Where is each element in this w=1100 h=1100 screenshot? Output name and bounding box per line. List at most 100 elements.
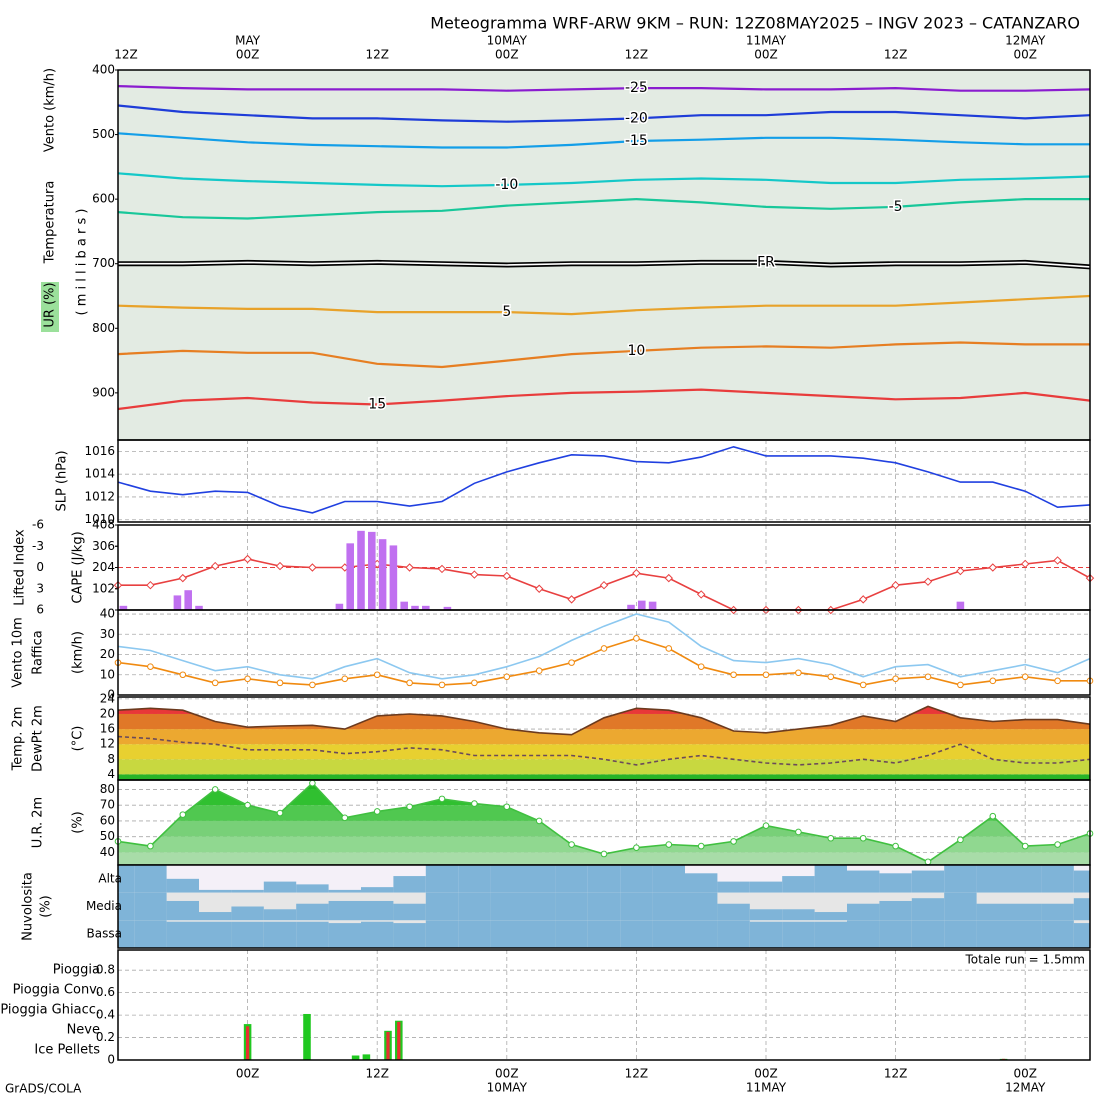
precip-bar: [397, 1021, 401, 1060]
marker: [211, 786, 219, 793]
cloud-cover: [1073, 870, 1090, 893]
axis-label: Lifted Index: [13, 529, 28, 606]
x-tick-label-top: 00Z: [754, 48, 778, 62]
cloud-cover: [134, 865, 167, 893]
cloud-cover: [425, 892, 459, 921]
isotherm-label: -10: [495, 177, 518, 193]
cloud-cover: [1009, 903, 1042, 921]
isotherm: [117, 197, 1090, 220]
marker: [534, 584, 544, 593]
area-band: [118, 783, 1090, 790]
series-line: [117, 445, 1091, 514]
marker: [210, 561, 220, 571]
cloud-cover: [620, 892, 653, 921]
axis-label: Raffica: [31, 630, 46, 674]
y-tick-label: 900: [92, 385, 115, 399]
isotherm-label: -5: [889, 199, 903, 215]
y-tick-label: 6: [36, 603, 44, 617]
cape-bar: [389, 545, 398, 610]
x-tick-label: 00Z: [754, 1067, 778, 1081]
marker: [696, 590, 706, 599]
axis-label: ( m i l l i b a r s ): [75, 209, 90, 316]
marker: [924, 858, 932, 866]
cloud-cover: [587, 892, 621, 921]
cloud-cover: [847, 903, 880, 921]
legend-entry: Neve: [67, 1023, 100, 1038]
marker: [989, 812, 997, 820]
marker: [956, 566, 965, 576]
marker: [1053, 556, 1062, 565]
cloud-cover: [782, 921, 815, 948]
cape-bar: [422, 605, 430, 610]
marker: [730, 838, 737, 845]
cloud-cover: [749, 921, 783, 948]
y-tick-label: 40: [100, 845, 115, 859]
cloud-cover: [231, 921, 264, 948]
marker: [147, 663, 154, 670]
cloud-cover: [199, 889, 232, 893]
y-tick-label: 60: [100, 813, 115, 827]
marker: [373, 808, 381, 815]
cloud-cover: [393, 903, 426, 921]
cloud-cover: [911, 920, 945, 948]
y-tick-label: 40: [100, 607, 115, 621]
area-band: [118, 774, 1090, 780]
cross-section-background: [118, 70, 1090, 440]
date-label-top: MAY: [235, 34, 261, 48]
precip-bar: [351, 1055, 360, 1060]
cape-bar: [184, 590, 192, 610]
legend-entry: Pioggia Conv.: [13, 983, 100, 998]
cloud-cover: [458, 892, 491, 921]
cloud-cover: [523, 920, 556, 948]
cape-bar: [357, 530, 365, 610]
marker: [179, 811, 187, 818]
x-tick-label: 00Z: [1013, 1067, 1037, 1081]
axis-label: SLP (hPa): [55, 450, 70, 511]
cape-bar: [627, 604, 635, 610]
marker: [633, 844, 640, 851]
cloud-cover: [555, 920, 588, 948]
date-label-top: 10MAY: [487, 34, 528, 48]
layer-label: Alta: [98, 871, 122, 885]
cloud-cover: [782, 876, 815, 893]
cloud-cover: [911, 898, 945, 921]
legend-entry: Ice Pellets: [34, 1043, 100, 1058]
marker: [924, 673, 932, 681]
cloud-cover: [587, 920, 621, 948]
marker: [859, 834, 867, 842]
marker: [665, 841, 673, 848]
marker: [309, 779, 316, 787]
area-band: [118, 852, 1090, 865]
marker: [406, 679, 413, 687]
cloud-cover: [620, 865, 653, 893]
marker: [179, 671, 187, 679]
y-tick-label: 600: [92, 192, 115, 206]
cloud-cover: [652, 920, 685, 948]
cloud-cover: [944, 865, 977, 893]
marker: [795, 828, 802, 836]
cloud-cover: [523, 865, 556, 893]
annotation: Totale run = 1.5mm: [964, 953, 1085, 967]
marker: [568, 659, 575, 666]
cloud-cover: [1041, 920, 1074, 948]
area-band: [118, 789, 1090, 806]
cloud-cover: [296, 921, 329, 948]
cloud-cover: [976, 920, 1009, 948]
y-tick-label: 8: [107, 752, 115, 766]
marker: [827, 834, 835, 842]
marker: [1020, 559, 1030, 569]
marker: [535, 667, 543, 675]
cloud-cover: [814, 865, 847, 893]
cloud-cover: [847, 920, 880, 948]
marker: [243, 554, 252, 564]
y-tick-label: 50: [100, 829, 115, 843]
x-tick-label-top: 12Z: [365, 48, 389, 62]
x-tick-label: 00Z: [495, 1067, 519, 1081]
cape-bar: [368, 531, 376, 610]
marker: [438, 795, 446, 803]
marker: [697, 663, 705, 670]
cloud-cover: [166, 921, 199, 948]
cloud-cover: [425, 920, 459, 948]
y-tick-label: 70: [100, 798, 115, 812]
axis-label: UR (%): [43, 282, 58, 327]
